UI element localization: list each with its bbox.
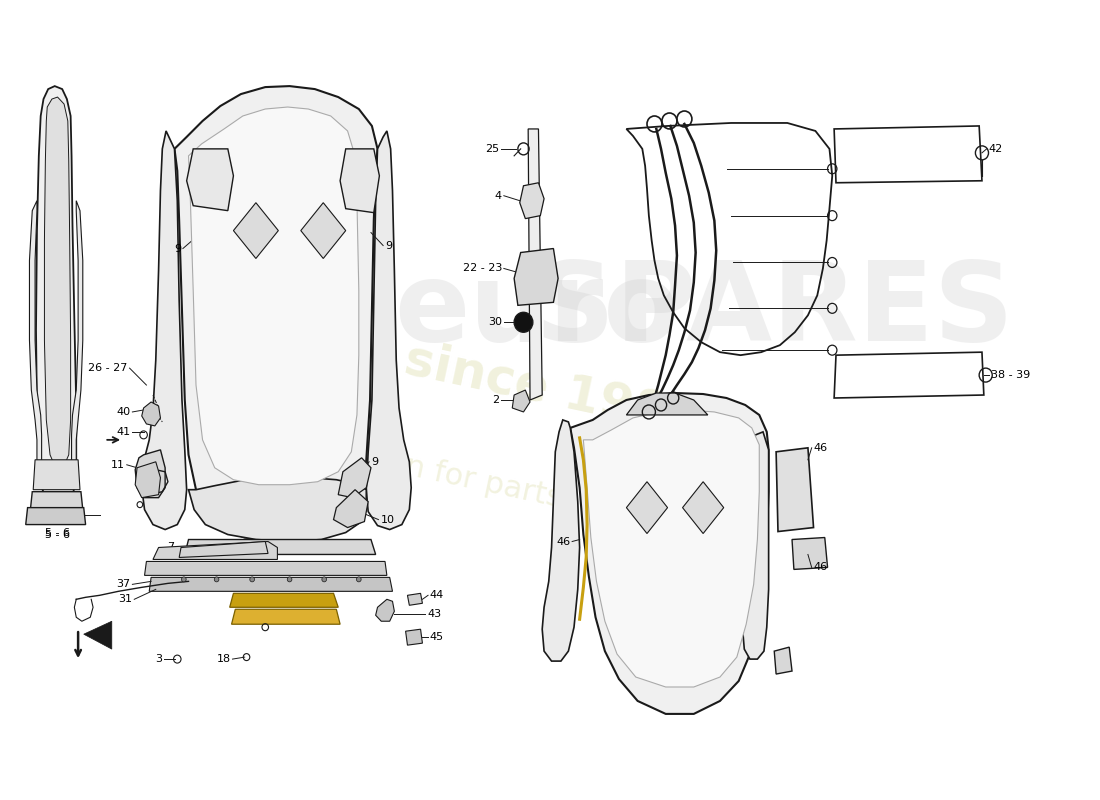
Circle shape [356,577,361,582]
Polygon shape [25,508,86,525]
Polygon shape [230,594,338,607]
Polygon shape [777,448,814,531]
Text: 26 - 27: 26 - 27 [88,363,128,373]
Polygon shape [626,393,707,415]
Polygon shape [135,462,161,498]
Text: 44: 44 [430,590,444,600]
Polygon shape [514,249,558,306]
Polygon shape [583,410,759,687]
Circle shape [322,577,327,582]
Polygon shape [338,458,371,498]
Polygon shape [142,131,187,530]
Text: 9: 9 [385,241,392,250]
Polygon shape [542,420,580,661]
Circle shape [214,577,219,582]
Circle shape [182,577,186,582]
Polygon shape [44,97,70,468]
Text: 45: 45 [430,632,444,642]
Polygon shape [179,547,265,559]
Text: 40: 40 [117,407,131,417]
Polygon shape [31,492,82,510]
Text: 3: 3 [155,654,163,664]
Polygon shape [150,578,393,591]
Polygon shape [519,182,544,218]
Text: 42: 42 [989,144,1003,154]
Text: 38 - 39: 38 - 39 [991,370,1031,380]
Polygon shape [513,390,530,412]
Text: 2: 2 [492,395,499,405]
Polygon shape [179,542,268,558]
Text: euro: euro [395,257,680,364]
Polygon shape [376,599,395,622]
Text: 30: 30 [488,318,502,327]
Text: 9: 9 [371,457,378,466]
Polygon shape [340,149,379,213]
Text: a passion for parts: a passion for parts [280,426,564,514]
Polygon shape [742,432,769,659]
Polygon shape [366,131,411,530]
Polygon shape [33,460,80,490]
Text: since 1985: since 1985 [400,335,706,445]
Circle shape [514,312,532,332]
Polygon shape [300,202,345,258]
Text: 46: 46 [814,443,827,453]
Polygon shape [233,202,278,258]
Circle shape [250,577,254,582]
Text: 25: 25 [485,144,499,154]
Text: 46: 46 [814,562,827,573]
Polygon shape [792,538,827,570]
Polygon shape [626,482,668,534]
Text: 37: 37 [117,579,131,590]
Polygon shape [175,86,377,539]
Text: 41: 41 [117,427,131,437]
Text: 9: 9 [174,243,182,254]
Text: 10: 10 [381,514,394,525]
Polygon shape [144,562,387,575]
Polygon shape [72,201,82,465]
Polygon shape [682,482,724,534]
Polygon shape [528,129,542,400]
Polygon shape [570,393,769,714]
Polygon shape [153,542,277,559]
Text: 22 - 23: 22 - 23 [463,263,502,274]
Text: 4: 4 [495,190,502,201]
Polygon shape [188,107,359,485]
Polygon shape [774,647,792,674]
Polygon shape [187,149,233,210]
Polygon shape [135,450,165,498]
Polygon shape [407,594,422,606]
Polygon shape [333,490,369,527]
Polygon shape [232,610,340,624]
Circle shape [287,577,292,582]
Polygon shape [185,539,376,554]
Text: 5 - 6: 5 - 6 [45,530,70,539]
Text: 31: 31 [119,594,132,604]
Text: 46: 46 [557,537,570,546]
Polygon shape [84,622,112,649]
Polygon shape [188,477,366,542]
Text: 43: 43 [427,610,441,619]
Text: 11: 11 [111,460,125,470]
Text: 7: 7 [167,542,175,553]
Text: SPARES: SPARES [535,257,1013,364]
Polygon shape [30,201,42,465]
Polygon shape [406,630,422,645]
Polygon shape [36,86,76,510]
Text: 18: 18 [217,654,231,664]
Text: 5 - 6: 5 - 6 [45,527,70,538]
Polygon shape [142,402,161,426]
